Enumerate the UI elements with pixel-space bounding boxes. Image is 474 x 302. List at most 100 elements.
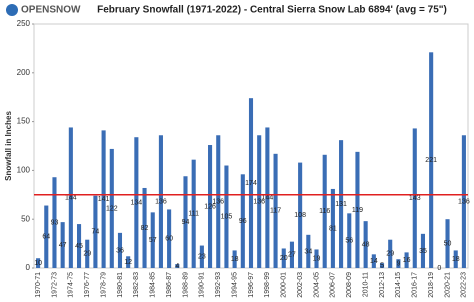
x-tick-label: 2016-17 — [412, 272, 419, 298]
x-tick-label: 1984-85 — [150, 272, 157, 298]
x-tick-label: 1970-71 — [35, 272, 42, 298]
bar — [191, 159, 196, 268]
data-label: 136 — [212, 198, 224, 205]
x-tick-label: 2018-19 — [428, 272, 435, 298]
bar — [183, 176, 188, 268]
data-label: 141 — [98, 196, 110, 203]
bar — [289, 241, 294, 268]
x-tick-label: 2014-15 — [395, 272, 402, 298]
bar — [117, 232, 123, 268]
data-label: 93 — [51, 219, 59, 226]
bar — [109, 148, 114, 268]
data-label: 27 — [288, 252, 296, 259]
y-tick-label: 100 — [17, 166, 31, 175]
x-tick-label: 2000-01 — [281, 272, 288, 298]
data-label: 4 — [175, 263, 179, 270]
logo-icon — [6, 4, 18, 16]
bar — [68, 127, 73, 269]
bar — [379, 263, 385, 268]
bar — [445, 219, 450, 268]
data-label: 20 — [280, 255, 288, 262]
bar — [208, 145, 213, 268]
data-label: 57 — [149, 237, 157, 244]
bar — [461, 135, 466, 268]
bar — [298, 162, 303, 268]
data-label: 18 — [452, 256, 460, 263]
x-tick-label: 1994-95 — [231, 272, 238, 298]
data-label: 174 — [245, 180, 257, 187]
data-label: 29 — [83, 251, 91, 258]
x-tick-label: 1982-83 — [133, 272, 140, 298]
data-label: 48 — [362, 241, 370, 248]
x-tick-label: 1998-99 — [264, 272, 271, 298]
data-label: 18 — [231, 256, 239, 263]
bar — [93, 195, 98, 268]
bar — [412, 128, 417, 268]
data-label: 64 — [42, 234, 50, 241]
x-tick-label: 2006-07 — [330, 272, 337, 298]
bar — [150, 212, 155, 268]
bar — [240, 174, 245, 268]
bar — [396, 259, 401, 268]
data-label: 50 — [444, 240, 452, 247]
x-tick-label: 2012-13 — [379, 272, 386, 298]
data-label: 108 — [294, 212, 306, 219]
data-label: 82 — [141, 225, 149, 232]
bar — [85, 239, 90, 268]
bar — [134, 137, 139, 268]
data-label: 117 — [270, 208, 281, 215]
bar — [453, 250, 458, 268]
bar — [347, 213, 352, 268]
y-tick-label: 150 — [17, 117, 31, 126]
data-label: 0 — [437, 265, 441, 272]
bar — [199, 245, 204, 268]
bar — [232, 250, 237, 268]
bar — [281, 248, 286, 268]
data-label: 136 — [458, 198, 470, 205]
data-label: 94 — [182, 219, 190, 226]
data-label: 136 — [253, 198, 265, 205]
data-label: 19 — [313, 256, 321, 263]
x-tick-label: 2010-11 — [362, 272, 369, 297]
data-label: 126 — [204, 203, 216, 210]
data-label: 96 — [239, 218, 247, 225]
y-axis-label: Snowfall in Inches — [4, 111, 13, 181]
bar — [429, 52, 434, 268]
bar — [36, 258, 41, 268]
x-tick-label: 2004-05 — [313, 272, 320, 298]
bar — [60, 222, 65, 268]
bar — [52, 177, 57, 268]
data-label: 36 — [116, 247, 124, 254]
x-tick-label: 1992-93 — [215, 272, 222, 298]
data-label: 119 — [352, 207, 363, 214]
x-tick-label: 1996-97 — [248, 272, 255, 298]
bar — [224, 165, 229, 268]
bar — [355, 151, 360, 268]
data-label: 144 — [65, 195, 77, 202]
bar — [404, 252, 409, 268]
bar — [322, 154, 327, 268]
data-label: 74 — [92, 229, 100, 236]
data-label: 5 — [380, 262, 384, 269]
chart-title: February Snowfall (1971-2022) - Central … — [97, 5, 447, 16]
bar — [257, 135, 262, 268]
data-label: 23 — [198, 254, 206, 261]
bar — [142, 187, 147, 268]
bar — [273, 153, 278, 268]
x-tick-label: 2002-03 — [297, 272, 304, 298]
data-label: 122 — [106, 205, 118, 212]
data-label: 47 — [59, 242, 67, 249]
x-tick-label: 1988-89 — [182, 272, 189, 298]
y-tick-label: 250 — [17, 19, 31, 28]
x-tick-label: 2020-21 — [444, 272, 451, 298]
x-tick-label: 1990-91 — [199, 272, 206, 298]
data-label: 14 — [370, 258, 378, 265]
data-label: 221 — [425, 157, 437, 164]
bar — [248, 98, 254, 269]
bar — [306, 234, 311, 268]
data-label: 56 — [345, 238, 353, 245]
bar — [101, 130, 106, 268]
data-label: 60 — [165, 236, 173, 243]
data-label: 45 — [75, 243, 83, 250]
